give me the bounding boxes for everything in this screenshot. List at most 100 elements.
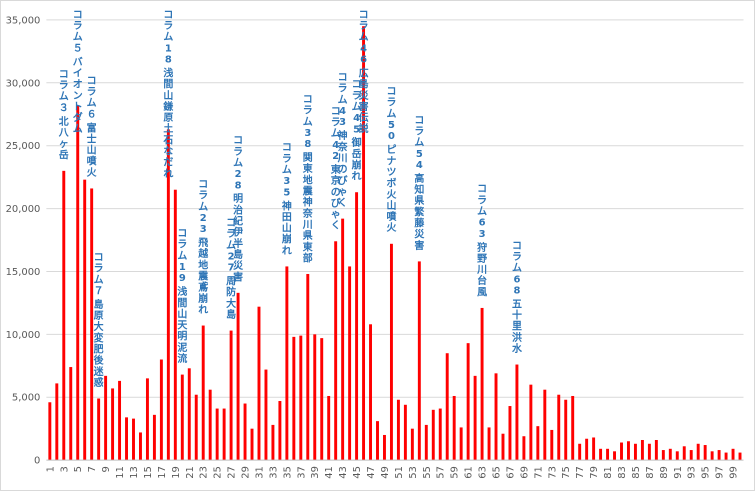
bar <box>494 373 498 461</box>
annotation-text: コラム 6 8 五十里洪水 <box>511 241 523 355</box>
y-tick-label: 20,000 <box>6 204 41 215</box>
annotation-text: コラム 4 6 広島災害伝説 <box>358 10 370 135</box>
x-tick-label: 29 <box>241 466 252 479</box>
bar <box>152 414 156 461</box>
x-tick-label: 47 <box>366 466 377 479</box>
x-tick-label: 59 <box>450 466 461 479</box>
bar <box>647 443 651 461</box>
bar <box>62 170 66 461</box>
bar <box>243 403 247 461</box>
x-tick-label: 69 <box>519 466 530 479</box>
bar <box>452 395 456 461</box>
y-axis-ticks: 0 5,000 10,000 15,000 20,000 25,000 30,000 35,0… <box>6 15 41 466</box>
bar <box>696 443 700 461</box>
x-tick-label: 51 <box>394 466 405 479</box>
annotation-text: コラム 1 8 浅間山鎌原土石なだれ <box>162 10 173 180</box>
bar <box>606 448 610 461</box>
bar <box>633 443 637 461</box>
x-tick-label: 43 <box>338 466 349 479</box>
bar <box>445 353 449 461</box>
bar <box>731 448 735 461</box>
x-tick-label: 49 <box>380 466 391 479</box>
bar <box>438 408 442 461</box>
x-tick-label: 63 <box>478 466 489 479</box>
annotation-label: コラム 1 9 浅間山天明泥流 <box>177 229 187 365</box>
annotation-label: コラム 2 8 明治紀伊半島災害 <box>232 136 244 284</box>
y-tick-label: 25,000 <box>6 141 41 152</box>
bar <box>682 446 686 461</box>
x-tick-label: 91 <box>673 466 684 479</box>
x-tick-label: 73 <box>547 466 558 479</box>
annotation-label: コラム 3 5 神田山崩れ <box>282 143 292 257</box>
bar <box>257 306 261 461</box>
bar <box>403 404 407 461</box>
bar <box>222 408 226 461</box>
x-tick-label: 15 <box>143 466 154 479</box>
bar <box>738 452 742 461</box>
annotation-label: コラム 3 8 関東地震神奈川県東部 <box>302 94 314 264</box>
x-tick-label: 83 <box>617 466 628 479</box>
annotation-text: コラム 1 9 浅間山天明泥流 <box>177 229 187 365</box>
x-tick-label: 53 <box>408 466 419 479</box>
x-tick-label: 99 <box>729 466 740 479</box>
gridlines <box>46 19 744 398</box>
x-tick-label: 37 <box>296 466 307 479</box>
x-tick-label: 1 <box>45 466 56 472</box>
x-tick-label: 87 <box>645 466 656 479</box>
annotation-label: コラム 2 7 周防大島 <box>226 218 236 321</box>
x-tick-label: 57 <box>436 466 447 479</box>
annotation-label: コラム 4 2 東京のびゃく <box>331 106 341 231</box>
bar <box>410 428 414 461</box>
bar <box>313 334 317 461</box>
y-tick-label: 10,000 <box>6 330 41 341</box>
bar <box>125 417 128 461</box>
x-tick-label: 27 <box>227 466 238 479</box>
bar <box>180 374 184 461</box>
bar <box>431 409 435 461</box>
annotation-text: コラム 2 3 飛越地震鳶崩れ <box>197 180 209 316</box>
bar <box>459 427 463 461</box>
x-tick-label: 71 <box>533 466 544 479</box>
annotation-text: コラム 4 3 神奈川のびゃく <box>337 73 349 209</box>
y-tick-label: 0 <box>34 456 40 467</box>
bar <box>55 383 59 461</box>
x-tick-label: 77 <box>575 466 586 479</box>
annotation-text: コラム 2 7 周防大島 <box>226 218 236 321</box>
bar <box>383 434 386 461</box>
annotation-text: コラム 5 0 ピナツボ火山噴火 <box>386 87 396 235</box>
annotation-text: コラム 2 8 明治紀伊半島災害 <box>232 136 244 284</box>
bar <box>613 451 616 461</box>
x-tick-label: 11 <box>115 466 126 479</box>
x-tick-label: 41 <box>324 466 335 479</box>
x-tick-label: 3 <box>59 466 70 472</box>
annotation-label: コラム 1 8 浅間山鎌原土石なだれ <box>162 10 173 180</box>
bar <box>717 450 721 461</box>
bar <box>208 389 212 461</box>
y-tick-label: 35,000 <box>6 15 41 26</box>
x-axis-ticks: 1 3 5 7 9 11 13 15 17 19 21 23 25 27 29 31 33 35 37 39 41 43 4… <box>45 466 739 479</box>
bar <box>424 424 428 461</box>
annotation-text: コラム３北八ヶ岳 <box>58 69 70 161</box>
x-tick-label: 45 <box>352 466 363 479</box>
bar <box>159 359 163 461</box>
bar <box>564 399 568 461</box>
bar <box>550 429 554 461</box>
annotation-text: コラム 3 5 神田山崩れ <box>282 143 292 257</box>
annotation-text: コラム５バイオントダム <box>73 10 83 135</box>
annotation-text: コラム６富士山噴火 <box>87 76 97 179</box>
x-tick-label: 79 <box>589 466 600 479</box>
x-tick-label: 21 <box>185 466 196 479</box>
x-tick-label: 33 <box>268 466 279 479</box>
bars <box>48 26 742 461</box>
bar <box>215 408 219 461</box>
bar <box>396 399 400 461</box>
bar <box>599 448 603 461</box>
bar <box>236 292 240 461</box>
annotation-label: コラム 4 3 神奈川のびゃく <box>337 73 349 209</box>
bar <box>132 418 135 461</box>
x-tick-label: 19 <box>171 466 182 479</box>
bar <box>327 395 331 461</box>
bar <box>543 389 547 461</box>
x-tick-label: 35 <box>282 466 293 479</box>
bar <box>194 394 198 461</box>
